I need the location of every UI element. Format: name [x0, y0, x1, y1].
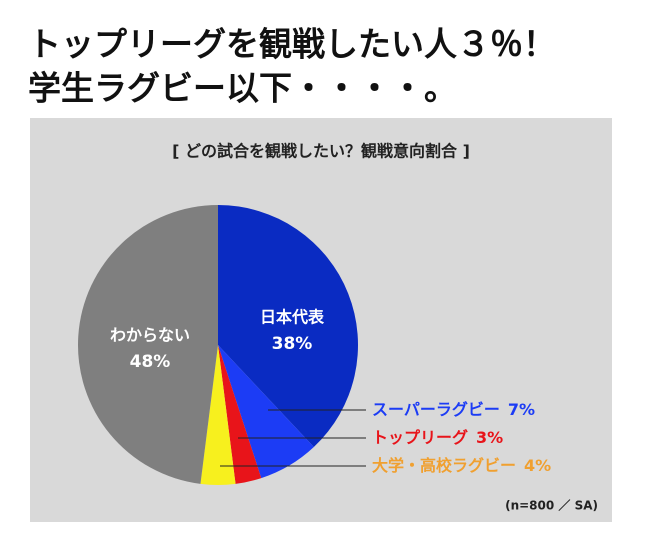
category-label: スーパーラグビー [372, 400, 500, 419]
slice-label: スーパーラグビー 7% [372, 400, 535, 419]
chart-title: [ どの試合を観戦したい？観戦意向割合 ] [172, 142, 470, 161]
slice-label: トップリーグ 3% [372, 428, 503, 447]
value-label: 48% [130, 352, 171, 372]
category-label: トップリーグ [372, 428, 468, 447]
headline: トップリーグを観戦したい人３％！ [28, 25, 556, 64]
headline: 学生ラグビー以下・・・・。 [28, 69, 457, 108]
value-label: 4% [524, 456, 551, 475]
value-label: 7% [508, 400, 535, 419]
value-label: 38% [272, 334, 313, 354]
value-label: 3% [476, 428, 503, 447]
pie-slice [200, 345, 236, 486]
pie-slice [77, 205, 218, 484]
pie-slice [218, 345, 262, 484]
category-label: 大学・高校ラグビー [372, 456, 516, 475]
slice-label: わからない [110, 326, 190, 345]
slice-label: 大学・高校ラグビー 4% [372, 456, 551, 475]
pie-slice [218, 205, 358, 448]
pie-slice [218, 345, 314, 479]
slice-label: 日本代表 [260, 308, 325, 327]
note: (n=800 ／ SA) [505, 498, 598, 513]
